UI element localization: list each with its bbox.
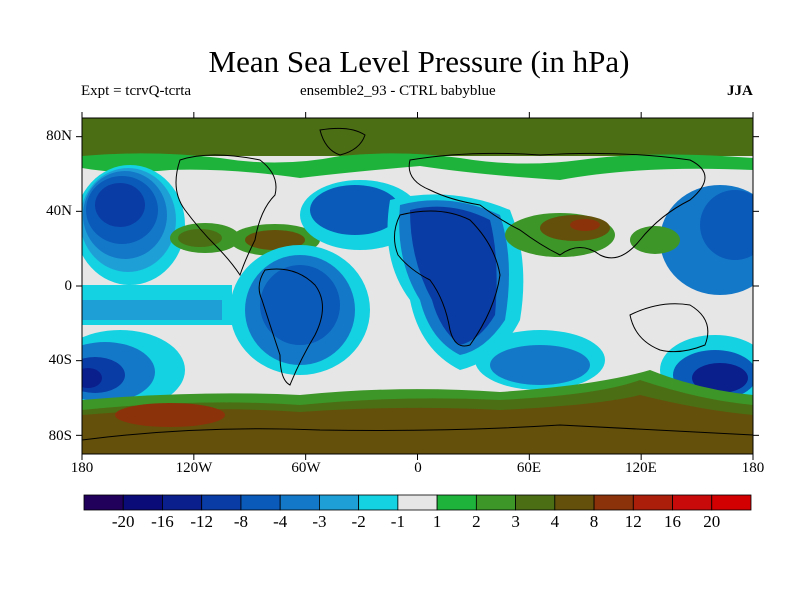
x-tick-label: 0 <box>414 460 422 476</box>
field-natl-blue <box>310 185 400 235</box>
colorbar-swatch <box>122 494 163 511</box>
colorbar-level-label: -2 <box>351 512 366 531</box>
field-ind-blue <box>490 345 590 385</box>
colorbar-swatch <box>201 494 242 511</box>
field-us-brown <box>178 229 222 247</box>
field-spac-core <box>82 368 102 388</box>
colorbar-swatch <box>83 494 124 511</box>
coast-south-america <box>258 268 323 386</box>
ensemble-label: ensemble2_93 - CTRL babyblue <box>300 83 496 99</box>
y-tick-label: 40S <box>48 352 72 368</box>
x-tick-label: 180 <box>70 460 94 476</box>
colorbar-level-label: 8 <box>589 512 599 531</box>
field-npac-blue5 <box>95 183 145 227</box>
colorbar-swatch <box>711 494 752 511</box>
field-asia-red <box>570 219 600 231</box>
coastlines <box>82 127 753 441</box>
x-tick-label: 120W <box>175 460 213 476</box>
colorbar-swatch <box>515 494 556 511</box>
field-trop-blue <box>82 300 222 320</box>
y-tick-label: 80S <box>48 428 72 444</box>
colorbar <box>83 494 752 511</box>
colorbar-level-label: -12 <box>190 512 214 531</box>
y-tick-label: 80N <box>46 128 72 144</box>
field-tas-deep <box>692 363 748 393</box>
coast-antarctica <box>82 424 753 441</box>
field-africa-deep <box>410 206 497 345</box>
colorbar-level-label: 4 <box>550 512 560 531</box>
x-tick-label: 180 <box>741 460 765 476</box>
colorbar-level-label: 20 <box>703 512 721 531</box>
colorbar-level-label: -8 <box>233 512 249 531</box>
colorbar-swatch <box>358 494 399 511</box>
coast-north-america <box>175 154 277 277</box>
field-atl-brown <box>245 230 305 250</box>
field-sam-deep <box>260 265 340 345</box>
colorbar-level-label: 3 <box>511 512 520 531</box>
coast-africa <box>394 210 501 347</box>
colorbar-level-label: 12 <box>624 512 642 531</box>
map-field <box>82 118 753 454</box>
colorbar-swatch <box>554 494 595 511</box>
colorbar-swatch <box>240 494 281 511</box>
colorbar-swatch <box>162 494 203 511</box>
x-tick-label: 60W <box>291 460 321 476</box>
coast-australia <box>629 303 709 353</box>
y-tick-label: 0 <box>64 278 73 294</box>
colorbar-swatch <box>593 494 634 511</box>
colorbar-level-label: -1 <box>390 512 405 531</box>
colorbar-swatch <box>319 494 360 511</box>
chart-title: Mean Sea Level Pressure (in hPa) <box>208 44 630 79</box>
coast-eurasia <box>408 152 706 259</box>
field-wpac-green <box>630 226 680 254</box>
colorbar-swatch <box>672 494 713 511</box>
x-tick-label: 60E <box>516 460 542 476</box>
coast-greenland <box>319 127 366 156</box>
experiment-label: Expt = tcrvQ-tcrta <box>81 83 192 99</box>
colorbar-level-label: -3 <box>312 512 327 531</box>
field-south-darkbrown <box>82 395 753 454</box>
colorbar-swatch <box>475 494 516 511</box>
field-arctic-band <box>82 118 753 156</box>
colorbar-swatch <box>436 494 477 511</box>
colorbar-level-label: 1 <box>432 512 442 531</box>
colorbar-swatch <box>397 494 438 511</box>
y-tick-label: 40N <box>46 203 72 219</box>
pressure-field-blobs <box>82 118 753 454</box>
colorbar-swatch <box>279 494 320 511</box>
field-antarctic-red <box>115 403 225 427</box>
x-tick-label: 120E <box>625 460 657 476</box>
colorbar-level-label: -16 <box>151 512 174 531</box>
colorbar-level-label: 2 <box>472 512 481 531</box>
colorbar-swatch <box>632 494 673 511</box>
colorbar-level-label: 16 <box>664 512 682 531</box>
season-label: JJA <box>727 83 753 99</box>
axis-ticks <box>76 112 759 460</box>
field-nepac-deep <box>700 190 753 260</box>
colorbar-level-label: -4 <box>273 512 288 531</box>
field-arctic-green-edge <box>82 153 753 180</box>
colorbar-level-label: -20 <box>111 512 135 531</box>
